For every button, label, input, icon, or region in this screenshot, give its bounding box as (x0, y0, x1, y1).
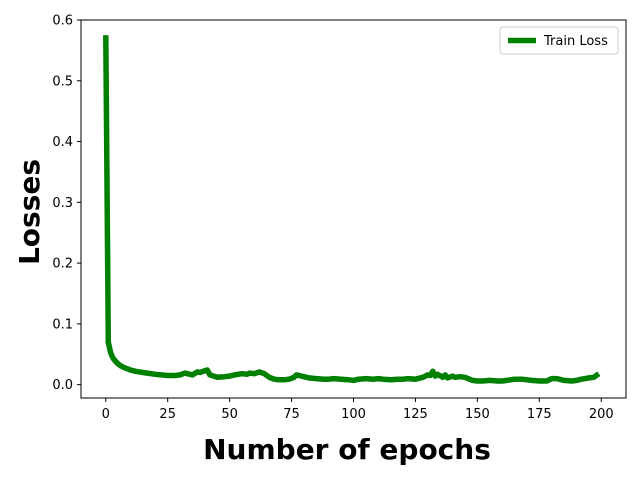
x-tick-label: 25 (159, 407, 176, 422)
x-tick-label: 150 (465, 407, 490, 422)
y-tick-label: 0.2 (52, 257, 73, 272)
x-tick-label: 175 (527, 407, 552, 422)
x-tick-label: 125 (403, 407, 428, 422)
plot-area (103, 35, 601, 384)
y-tick-label: 0.6 (52, 14, 73, 29)
y-tick-label: 0.3 (52, 196, 73, 211)
x-tick-label: 0 (102, 407, 110, 422)
y-tick-label: 0.4 (52, 135, 73, 150)
y-tick-label: 0.0 (52, 378, 73, 393)
y-tick-label: 0.1 (52, 317, 73, 332)
axes-frame (80, 19, 627, 399)
axes: 0 25 50 75 100 125 150 175 200 0.0 0.1 0.2 0.3 0.4 0.5… (52, 14, 627, 422)
series-line-0 (103, 35, 601, 384)
y-tick-label: 0.5 (52, 74, 73, 89)
legend-box (499, 26, 619, 55)
x-tick-label: 50 (221, 407, 238, 422)
x-tick-label: 75 (283, 407, 300, 422)
y-axis-title: Losses (13, 159, 46, 265)
legend-label: Train Loss (543, 34, 608, 49)
x-tick-label: 200 (589, 407, 614, 422)
x-axis-title: Number of epochs (203, 433, 491, 466)
legend: Train Loss (499, 26, 619, 55)
x-tick-label: 100 (341, 407, 366, 422)
